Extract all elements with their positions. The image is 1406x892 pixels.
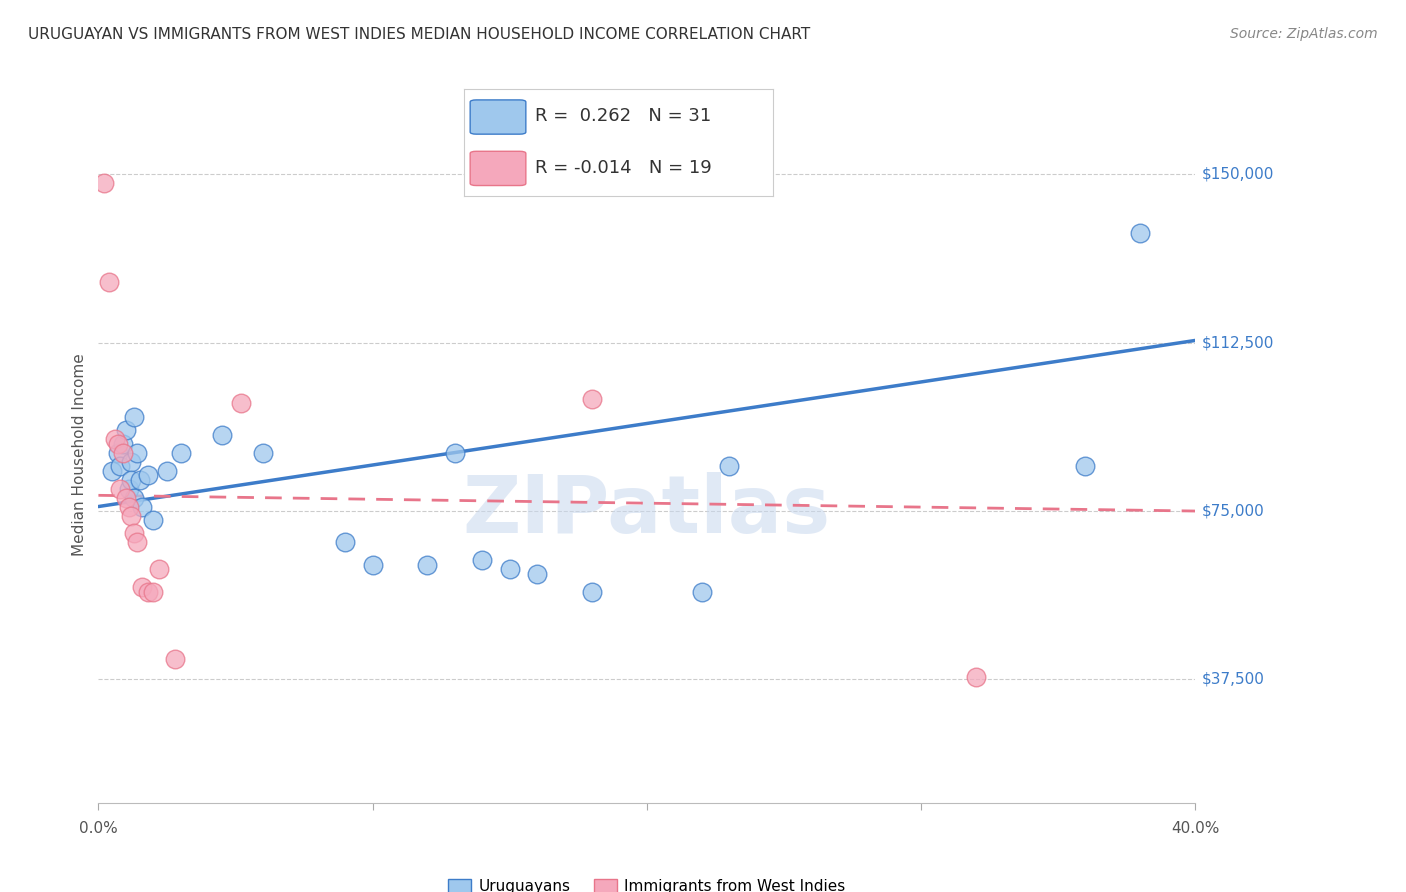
Point	[115, 423, 138, 437]
Point	[115, 491, 138, 505]
Point	[120, 508, 142, 523]
Point	[112, 445, 135, 459]
Text: $75,000: $75,000	[1202, 503, 1265, 518]
Point	[471, 553, 494, 567]
Point	[110, 459, 132, 474]
Text: ZIPatlas: ZIPatlas	[463, 472, 831, 549]
Point	[131, 500, 153, 514]
Point	[122, 409, 145, 424]
Point	[128, 473, 150, 487]
FancyBboxPatch shape	[470, 100, 526, 134]
Point	[361, 558, 384, 572]
Point	[125, 535, 148, 549]
Text: R = -0.014   N = 19: R = -0.014 N = 19	[536, 159, 711, 177]
Point	[526, 566, 548, 581]
Point	[125, 445, 148, 459]
Point	[120, 455, 142, 469]
Point	[110, 482, 132, 496]
Point	[136, 468, 159, 483]
Point	[120, 473, 142, 487]
Point	[581, 584, 603, 599]
Point	[444, 445, 467, 459]
Text: $150,000: $150,000	[1202, 167, 1274, 182]
Point	[1074, 459, 1097, 474]
Point	[335, 535, 357, 549]
Point	[416, 558, 439, 572]
Point	[718, 459, 741, 474]
Point	[101, 464, 124, 478]
Y-axis label: Median Household Income: Median Household Income	[72, 353, 87, 557]
Point	[1129, 226, 1152, 240]
Text: $112,500: $112,500	[1202, 335, 1274, 351]
Point	[170, 445, 193, 459]
Point	[148, 562, 170, 576]
Point	[122, 491, 145, 505]
Text: 40.0%: 40.0%	[1171, 821, 1219, 836]
Point	[211, 427, 233, 442]
Point	[142, 584, 165, 599]
Point	[690, 584, 713, 599]
Point	[117, 500, 139, 514]
Point	[112, 436, 135, 450]
Text: R =  0.262   N = 31: R = 0.262 N = 31	[536, 108, 711, 126]
Point	[142, 513, 165, 527]
Point	[107, 445, 129, 459]
FancyBboxPatch shape	[470, 152, 526, 186]
Point	[93, 177, 115, 191]
Point	[229, 396, 252, 410]
Point	[117, 482, 139, 496]
Point	[965, 670, 987, 684]
Text: Source: ZipAtlas.com: Source: ZipAtlas.com	[1230, 27, 1378, 41]
Point	[122, 526, 145, 541]
Point	[104, 432, 127, 446]
Point	[107, 436, 129, 450]
Text: $37,500: $37,500	[1202, 672, 1265, 687]
Point	[165, 652, 187, 666]
Legend: Uruguayans, Immigrants from West Indies: Uruguayans, Immigrants from West Indies	[441, 873, 852, 892]
Text: 0.0%: 0.0%	[79, 821, 118, 836]
Point	[98, 275, 121, 289]
Text: URUGUAYAN VS IMMIGRANTS FROM WEST INDIES MEDIAN HOUSEHOLD INCOME CORRELATION CHA: URUGUAYAN VS IMMIGRANTS FROM WEST INDIES…	[28, 27, 810, 42]
Point	[156, 464, 179, 478]
Point	[581, 392, 603, 406]
Point	[136, 584, 159, 599]
Point	[499, 562, 522, 576]
Point	[252, 445, 274, 459]
Point	[131, 580, 153, 594]
